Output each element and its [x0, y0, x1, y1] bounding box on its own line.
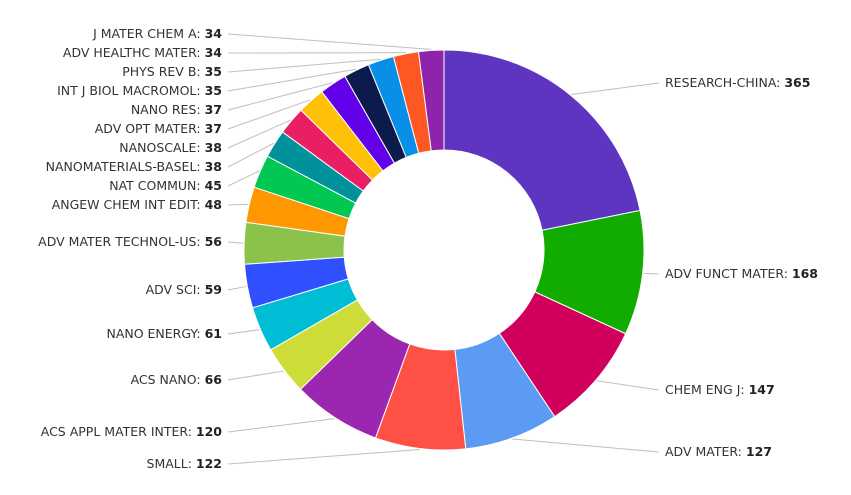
leader-line-phys-rev-b	[227, 58, 381, 73]
slice-label-value: 35	[205, 64, 222, 79]
leader-line-adv-mater-technol-us	[227, 241, 244, 244]
slice-label-name: NANO ENERGY:	[106, 326, 204, 341]
leader-line-nano-res	[227, 82, 333, 111]
slice-label-value: 61	[205, 326, 222, 341]
slice-label-name: ACS NANO:	[131, 372, 205, 387]
leader-line-nano-energy	[227, 329, 260, 335]
slice-label-adv-opt-mater: ADV OPT MATER: 37	[95, 121, 222, 136]
slice-label-value: 38	[205, 140, 222, 155]
slice-label-name: NANOSCALE:	[119, 140, 204, 155]
slice-label-acs-nano: ACS NANO: 66	[131, 372, 223, 387]
leader-line-chem-eng-j	[596, 380, 660, 391]
slice-label-value: 48	[205, 197, 222, 212]
slice-label-value: 34	[205, 26, 223, 41]
slice-label-value: 35	[205, 83, 222, 98]
leader-line-adv-sci	[227, 285, 247, 291]
slice-label-name: NANO RES:	[131, 102, 205, 117]
slice-label-adv-funct-mater: ADV FUNCT MATER: 168	[665, 266, 818, 281]
leader-line-acs-appl-mater-inter	[227, 418, 335, 433]
slice-label-value: 59	[205, 282, 222, 297]
leader-line-int-j-biol-macromol	[227, 68, 357, 92]
slice-label-value: 37	[205, 121, 222, 136]
slice-label-name: J MATER CHEM A:	[92, 26, 205, 41]
leader-line-adv-mater	[512, 438, 660, 453]
leader-line-j-mater-chem-a	[227, 33, 432, 50]
leader-line-research-china	[571, 82, 660, 95]
slice-label-angew-chem-int-edit: ANGEW CHEM INT EDIT: 48	[52, 197, 222, 212]
slice-label-name: ADV OPT MATER:	[95, 121, 205, 136]
slice-label-name: ANGEW CHEM INT EDIT:	[52, 197, 205, 212]
slice-label-adv-mater: ADV MATER: 127	[665, 444, 772, 459]
slice-label-adv-mater-technol-us: ADV MATER TECHNOL-US: 56	[38, 234, 222, 249]
slice-label-name: ACS APPL MATER INTER:	[41, 424, 196, 439]
labels-group: RESEARCH-CHINA: 365 ADV FUNCT MATER: 168 C…	[38, 26, 818, 471]
slice-label-value: 127	[746, 444, 772, 459]
slice-label-name: RESEARCH-CHINA:	[665, 75, 784, 90]
slice-label-value: 365	[784, 75, 810, 90]
slice-label-value: 38	[205, 159, 222, 174]
leader-lines-group	[227, 33, 660, 465]
slice-label-acs-appl-mater-inter: ACS APPL MATER INTER: 120	[41, 424, 223, 439]
slice-label-j-mater-chem-a: J MATER CHEM A: 34	[92, 26, 222, 41]
slice-label-nanoscale: NANOSCALE: 38	[119, 140, 222, 155]
slice-label-name: ADV MATER:	[665, 444, 746, 459]
slice-label-name: INT J BIOL MACROMOL:	[57, 83, 205, 98]
slice-label-nano-energy: NANO ENERGY: 61	[106, 326, 222, 341]
slice-label-name: SMALL:	[147, 456, 196, 471]
leader-line-acs-nano	[227, 370, 284, 381]
slice-label-int-j-biol-macromol: INT J BIOL MACROMOL: 35	[57, 83, 222, 98]
leader-line-small	[227, 449, 420, 465]
slice-label-nanomaterials-basel: NANOMATERIALS-BASEL: 38	[46, 159, 222, 174]
slice-j-mater-chem-a[interactable]	[417, 49, 445, 152]
slice-label-name: ADV SCI:	[146, 282, 205, 297]
slice-label-value: 168	[792, 266, 818, 281]
slice-label-value: 147	[749, 382, 775, 397]
leader-line-angew-chem-int-edit	[227, 203, 249, 206]
slice-label-name: PHYS REV B:	[122, 64, 204, 79]
slice-label-chem-eng-j: CHEM ENG J: 147	[665, 382, 775, 397]
slice-label-value: 45	[205, 178, 222, 193]
leader-line-adv-funct-mater	[643, 272, 660, 275]
slice-label-value: 34	[205, 45, 223, 60]
slice-label-value: 120	[196, 424, 222, 439]
leader-line-nat-commun	[227, 170, 260, 187]
slice-label-phys-rev-b: PHYS REV B: 35	[122, 64, 222, 79]
slices-group	[243, 49, 645, 451]
slice-label-name: ADV MATER TECHNOL-US:	[38, 234, 204, 249]
leader-line-adv-opt-mater	[227, 99, 311, 130]
slice-label-nat-commun: NAT COMMUN: 45	[109, 178, 222, 193]
leader-line-nanoscale	[227, 119, 291, 149]
slice-label-nano-res: NANO RES: 37	[131, 102, 222, 117]
slice-label-name: NANOMATERIALS-BASEL:	[46, 159, 205, 174]
slice-label-value: 122	[196, 456, 222, 471]
slice-label-name: ADV HEALTHC MATER:	[63, 45, 205, 60]
slice-label-research-china: RESEARCH-CHINA: 365	[665, 75, 810, 90]
slice-label-value: 56	[205, 234, 223, 249]
slice-label-name: NAT COMMUN:	[109, 178, 204, 193]
slice-label-value: 37	[205, 102, 222, 117]
leader-line-nanomaterials-basel	[227, 142, 274, 168]
slice-label-value: 66	[205, 372, 223, 387]
slice-label-name: ADV FUNCT MATER:	[665, 266, 792, 281]
slice-label-adv-sci: ADV SCI: 59	[146, 282, 222, 297]
slice-research-china[interactable]	[443, 49, 641, 231]
slice-label-adv-healthc-mater: ADV HEALTHC MATER: 34	[63, 45, 222, 60]
slice-label-name: CHEM ENG J:	[665, 382, 749, 397]
slice-label-small: SMALL: 122	[147, 456, 222, 471]
